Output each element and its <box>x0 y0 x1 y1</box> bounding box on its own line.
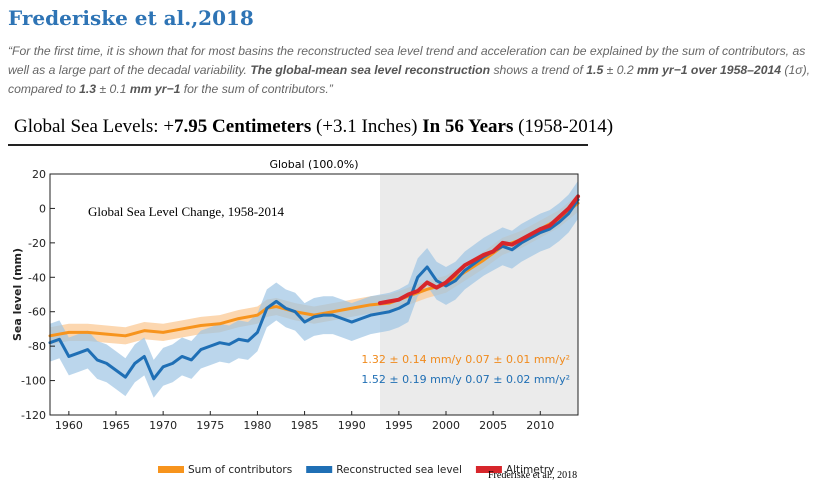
y-axis: 20 0 -20 -40 -60 -80 -100 -120 <box>21 168 55 422</box>
quote-text-3: ± 0.2 <box>603 63 638 77</box>
y-tick-label: -100 <box>21 375 46 388</box>
y-tick-label: -80 <box>28 340 46 353</box>
chart-banner: Global Sea Levels: +7.95 Centimeters (+3… <box>14 116 613 138</box>
banner-years: In 56 Years <box>422 116 514 137</box>
y-axis-label: Sea level (mm) <box>11 248 24 341</box>
x-axis: 1960 1965 1970 1975 1980 1985 1990 1995 2000 2005… <box>55 411 554 432</box>
banner-part-4: (1958-2014) <box>513 116 614 137</box>
quote-bold-5: mm yr−1 <box>129 82 181 96</box>
quote-text-4: (1σ), compared to <box>8 63 811 96</box>
rate-label: 1.32 ± 0.14 mm/y 0.07 ± 0.01 mm/y² <box>361 353 570 366</box>
y-tick-label: -120 <box>21 409 46 422</box>
quote-text-6: for the sum of contributors.” <box>180 82 333 96</box>
chart-annotation: Global Sea Level Change, 1958-2014 <box>88 204 285 219</box>
series-lines <box>48 194 580 381</box>
x-tick-label: 1980 <box>243 419 271 432</box>
quote-text-2: shows a trend of <box>490 63 587 77</box>
chart-credit: Frederiske et al., 2018 <box>488 470 577 481</box>
x-tick-label: 1965 <box>102 419 130 432</box>
quote-bold-2: 1.5 <box>586 63 604 77</box>
band-reconstructed-sea-level <box>50 180 578 398</box>
legend-label: Sum of contributors <box>188 464 292 476</box>
y-tick-label: -20 <box>28 237 46 250</box>
y-tick-label: 0 <box>39 202 46 215</box>
x-tick-label: 1975 <box>196 419 224 432</box>
banner-part-2: (+3.1 Inches) <box>311 116 423 137</box>
chart-title: Global (100.0%) <box>269 158 358 171</box>
quote-text-5: ± 0.1 <box>96 82 130 96</box>
rate-labels: 1.32 ± 0.14 mm/y 0.07 ± 0.01 mm/y² 1.52 ±… <box>361 353 570 386</box>
x-tick-label: 2010 <box>526 419 554 432</box>
x-tick-label: 1960 <box>55 419 83 432</box>
y-tick-label: 20 <box>32 168 46 181</box>
quote-bold-1: The global-mean sea level reconstruction <box>250 63 491 77</box>
x-tick-label: 2000 <box>432 419 460 432</box>
line-sum-of-contributors <box>48 201 580 338</box>
study-quote: “For the first time, it is shown that fo… <box>8 42 813 99</box>
post-heading: Frederiske et al.,2018 <box>8 6 254 30</box>
legend-swatch <box>475 466 502 473</box>
plot-frame <box>49 173 579 416</box>
line-altimetry <box>378 194 580 306</box>
legend-swatch <box>158 466 184 473</box>
legend: Sum of contributors Reconstructed sea lev… <box>158 464 554 476</box>
quote-text-1: “For the first time, it is shown that fo… <box>8 44 806 77</box>
x-tick-label: 1995 <box>385 419 413 432</box>
x-tick-label: 1985 <box>291 419 319 432</box>
x-tick-label: 1990 <box>338 419 366 432</box>
sea-level-chart: 1960 1965 1970 1975 1980 1985 1990 1995 2000 2005… <box>11 158 580 481</box>
rate-label: 1.52 ± 0.19 mm/y 0.07 ± 0.02 mm/y² <box>361 373 570 386</box>
legend-swatch <box>306 466 333 473</box>
quote-bold-4: 1.3 <box>79 82 97 96</box>
y-tick-label: -60 <box>28 306 46 319</box>
x-tick-label: 1970 <box>149 419 177 432</box>
banner-amount: 7.95 Centimeters <box>174 116 312 137</box>
legend-label: Reconstructed sea level <box>336 464 462 476</box>
banner-underline <box>8 144 588 146</box>
legend-label: Altimetry <box>506 464 554 476</box>
chart-panel: Global Sea Levels: +7.95 Centimeters (+3… <box>8 108 613 498</box>
quote-bold-3: mm yr−1 over 1958–2014 <box>637 63 782 77</box>
x-tick-label: 2005 <box>479 419 507 432</box>
banner-part-1: Global Sea Levels: + <box>14 116 175 137</box>
y-tick-label: -40 <box>28 271 46 284</box>
